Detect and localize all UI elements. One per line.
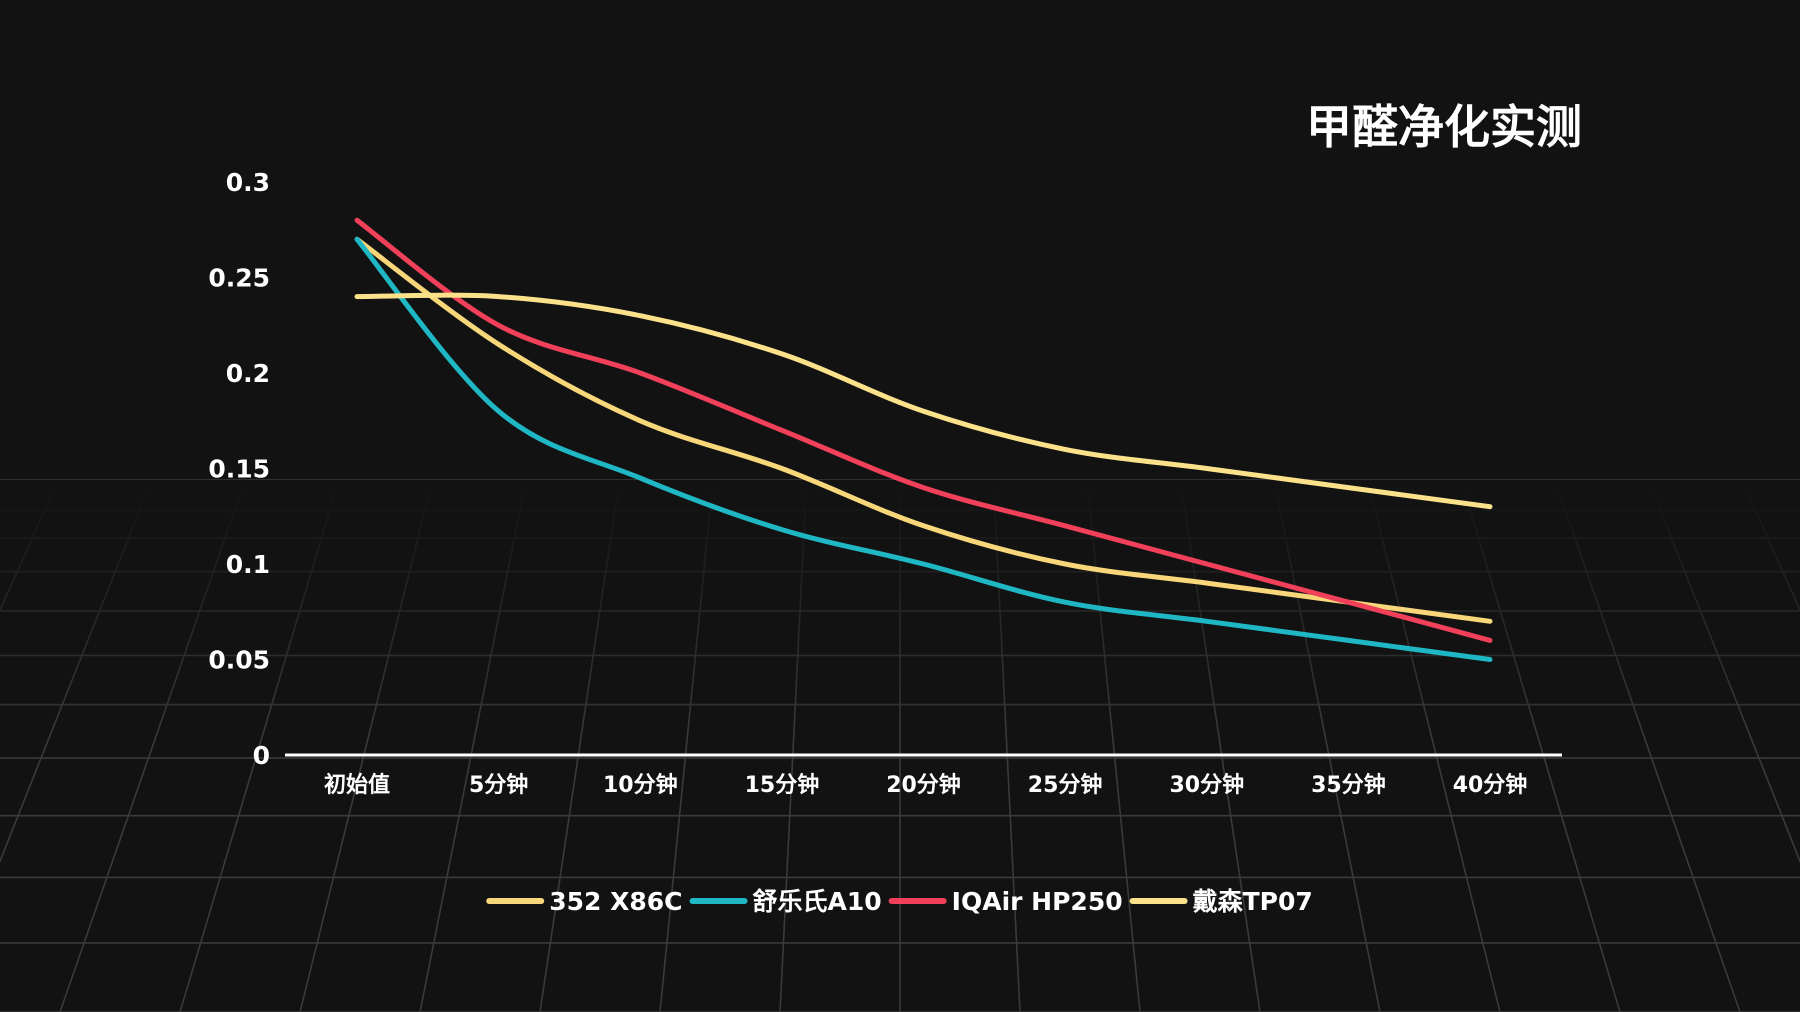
legend-label: 舒乐氏A10 (753, 887, 882, 916)
x-tick-label: 35分钟 (1311, 772, 1386, 798)
y-tick-label: 0.1 (226, 550, 270, 579)
x-tick-label: 25分钟 (1028, 772, 1103, 798)
grid-fade-overlay (0, 480, 1800, 740)
y-tick-label: 0.05 (208, 646, 270, 675)
x-tick-label: 10分钟 (603, 772, 678, 798)
legend: 352 X86C 舒乐氏A10 IQAir HP250 戴森TP07 (486, 887, 1313, 916)
y-tick-label: 0.2 (226, 359, 270, 388)
series-line-tp07 (354, 292, 1493, 510)
series-line-iqair-hp250 (354, 217, 1493, 643)
series-line-a10 (354, 236, 1493, 662)
chart-title: 甲醛净化实测 (1306, 100, 1582, 154)
x-tick-label: 20分钟 (886, 772, 961, 798)
series-line-352-x86c (354, 236, 1493, 624)
y-tick-label: 0.15 (208, 455, 270, 484)
x-tick-label: 5分钟 (469, 772, 528, 798)
y-tick-label: 0.3 (226, 168, 270, 197)
series-lines (354, 217, 1493, 662)
legend-label: IQAir HP250 (952, 887, 1123, 916)
legend-label: 戴森TP07 (1193, 887, 1313, 916)
x-tick-label: 40分钟 (1453, 772, 1528, 798)
axes: 0 0.05 0.1 0.15 0.2 0.25 0.3 初始值 5分钟 10分钟 15分钟 20分钟… (208, 168, 1562, 798)
legend-label: 352 X86C (549, 887, 682, 916)
x-tick-label: 30分钟 (1169, 772, 1244, 798)
y-tick-label: 0.25 (208, 264, 270, 293)
x-tick-label: 初始值 (324, 772, 390, 798)
y-tick-label: 0 (253, 741, 270, 770)
x-tick-label: 15分钟 (745, 772, 820, 798)
